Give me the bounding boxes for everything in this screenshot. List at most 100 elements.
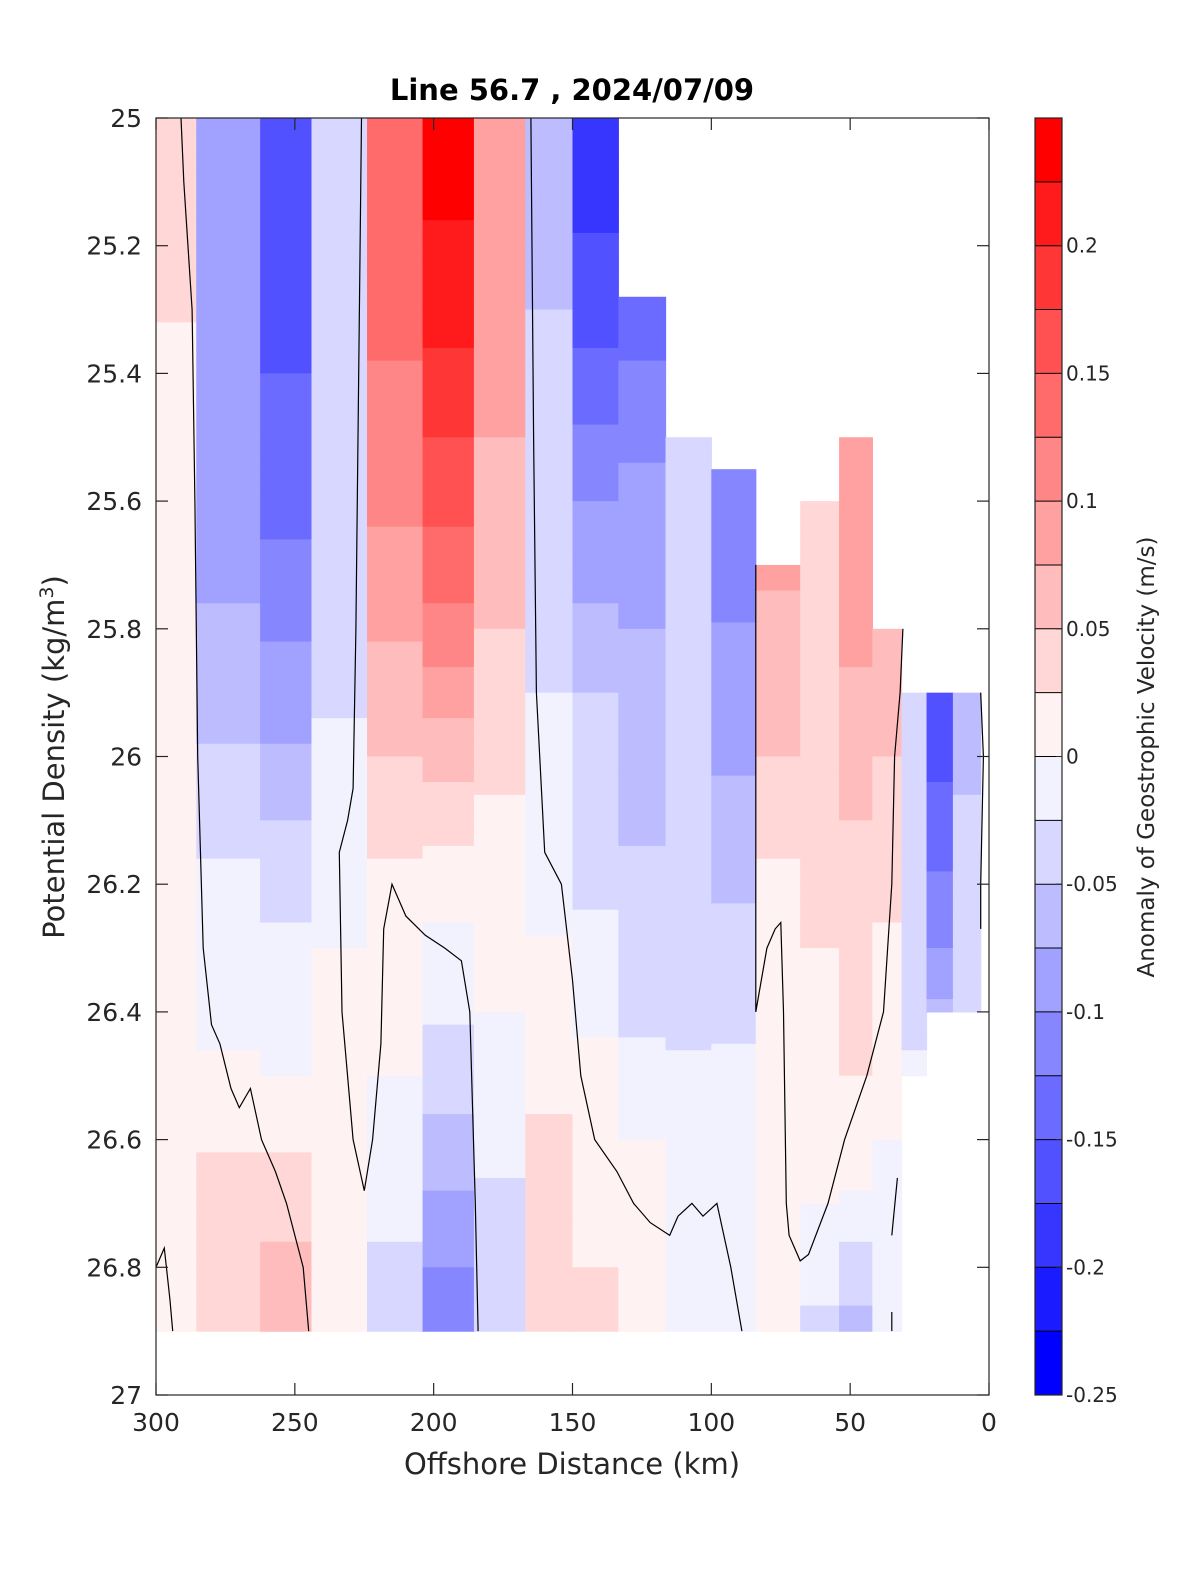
- heatmap-cell: [572, 730, 619, 745]
- heatmap-cell: [618, 603, 667, 617]
- heatmap-cell: [711, 916, 757, 930]
- heatmap-cell: [525, 539, 574, 553]
- heatmap-cell: [711, 1145, 757, 1160]
- heatmap-cell: [311, 488, 368, 502]
- heatmap-cell: [952, 909, 982, 924]
- heatmap-cell: [800, 782, 840, 796]
- heatmap-cell: [755, 1139, 801, 1153]
- heatmap-cell: [665, 1318, 712, 1332]
- heatmap-cell: [755, 1062, 801, 1077]
- heatmap-cell: [367, 513, 424, 528]
- heatmap-cell: [665, 564, 712, 579]
- heatmap-cell: [525, 1203, 574, 1217]
- heatmap-cell: [367, 820, 424, 834]
- y-axis-label-superscript: 3: [36, 586, 58, 598]
- heatmap-cell: [525, 999, 574, 1013]
- heatmap-cell: [525, 1114, 574, 1128]
- heatmap-cell: [572, 207, 619, 221]
- heatmap-cell: [572, 1062, 619, 1077]
- heatmap-cell: [311, 1126, 368, 1141]
- heatmap-cell: [525, 833, 574, 847]
- heatmap-cell: [260, 284, 313, 298]
- heatmap-cell: [196, 935, 261, 949]
- heatmap-cell: [196, 628, 261, 643]
- heatmap-cell: [260, 871, 313, 885]
- heatmap-cell: [367, 284, 424, 298]
- y-tick-label: 25.4: [86, 359, 142, 388]
- heatmap-cell: [311, 1280, 368, 1294]
- heatmap-cell: [422, 845, 475, 860]
- heatmap-cell: [839, 1318, 873, 1332]
- heatmap-cell: [311, 616, 368, 630]
- heatmap-cell: [872, 1177, 903, 1192]
- heatmap-cell: [156, 679, 197, 694]
- heatmap-cell: [711, 1094, 757, 1109]
- heatmap-cell: [311, 667, 368, 681]
- y-axis-label: Potential Density (kg/m3): [36, 575, 71, 939]
- heatmap-column: [196, 118, 261, 1332]
- heatmap-cell: [572, 769, 619, 783]
- heatmap-cell: [665, 1267, 712, 1281]
- heatmap-cell: [260, 730, 313, 745]
- heatmap-cell: [422, 437, 475, 451]
- heatmap-cell: [755, 1024, 801, 1039]
- heatmap-cell: [422, 130, 475, 145]
- heatmap-cell: [618, 705, 667, 719]
- heatmap-cell: [473, 1305, 526, 1319]
- heatmap-cell: [618, 424, 667, 438]
- heatmap-cell: [618, 820, 667, 834]
- heatmap-cell: [572, 845, 619, 860]
- heatmap-cell: [367, 603, 424, 617]
- heatmap-cell: [260, 271, 313, 285]
- heatmap-cell: [196, 922, 261, 936]
- heatmap-cell: [196, 769, 261, 783]
- heatmap-cell: [260, 679, 313, 694]
- heatmap-cell: [196, 1062, 261, 1077]
- heatmap-cell: [839, 488, 873, 502]
- y-tick-label: 25: [110, 104, 142, 133]
- heatmap-cell: [196, 1292, 261, 1307]
- heatmap-cell: [260, 1228, 313, 1243]
- heatmap-cell: [260, 1318, 313, 1332]
- heatmap-cell: [422, 948, 475, 962]
- heatmap-cell: [755, 1114, 801, 1128]
- heatmap-cell: [711, 1222, 757, 1236]
- heatmap-cell: [367, 692, 424, 707]
- heatmap-cell: [800, 794, 840, 809]
- colorbar-swatch: [1035, 692, 1062, 757]
- heatmap-cell: [755, 858, 801, 873]
- heatmap-cell: [572, 347, 619, 362]
- heatmap-cell: [156, 1114, 197, 1128]
- heatmap-cell: [872, 1292, 903, 1307]
- heatmap-cell: [311, 1075, 368, 1090]
- chart-title: Line 56.7 , 2024/07/09: [390, 73, 754, 107]
- heatmap-cell: [800, 858, 840, 873]
- heatmap-cell: [572, 564, 619, 579]
- heatmap-cell: [711, 1286, 757, 1300]
- heatmap-cell: [422, 935, 475, 949]
- heatmap-cell: [755, 1280, 801, 1294]
- heatmap-cell: [260, 1190, 313, 1205]
- heatmap-cell: [872, 909, 903, 924]
- heatmap-cell: [525, 118, 574, 132]
- heatmap-cell: [711, 724, 757, 738]
- heatmap-cell: [839, 935, 873, 949]
- heatmap-cell: [367, 782, 424, 796]
- heatmap-cell: [901, 973, 928, 987]
- heatmap-cell: [422, 156, 475, 170]
- heatmap-cell: [839, 807, 873, 821]
- heatmap-cell: [839, 884, 873, 898]
- heatmap-cell: [367, 730, 424, 745]
- heatmap-cell: [618, 373, 667, 387]
- heatmap-cell: [525, 258, 574, 272]
- heatmap-cell: [711, 609, 757, 624]
- heatmap-cell: [839, 1254, 873, 1268]
- heatmap-cell: [473, 948, 526, 962]
- heatmap-cell: [572, 437, 619, 451]
- heatmap-cell: [755, 1037, 801, 1051]
- heatmap-cell: [618, 743, 667, 758]
- heatmap-cell: [755, 1241, 801, 1256]
- heatmap-cell: [618, 1152, 667, 1166]
- heatmap-cell: [473, 322, 526, 336]
